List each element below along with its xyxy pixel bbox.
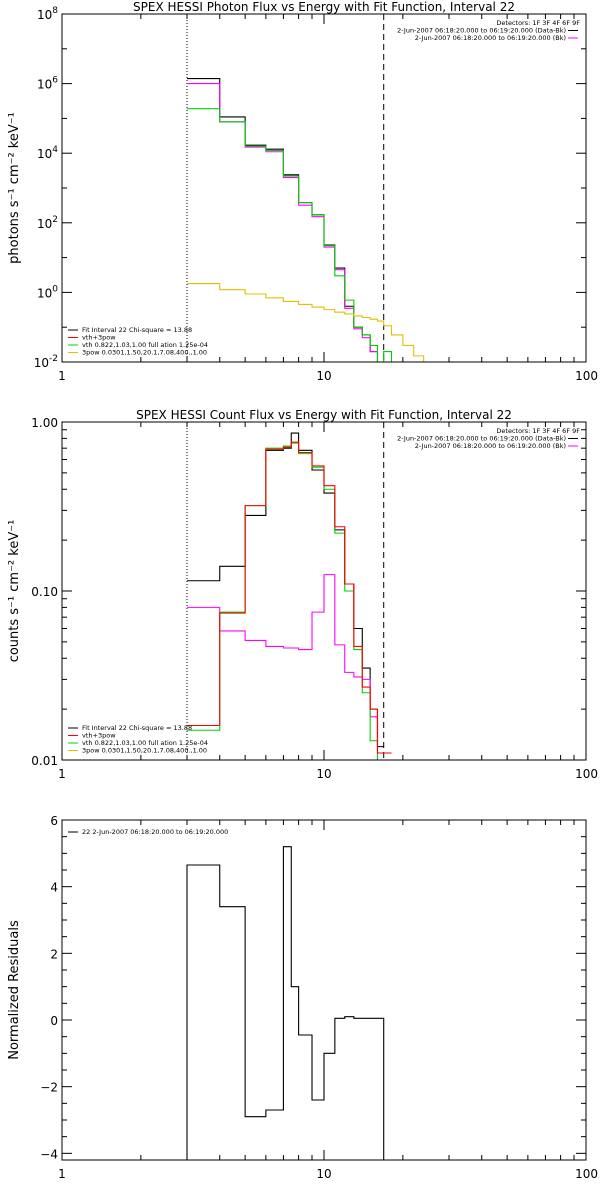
left-legend-line: 3pow 0.0301,1.50,20.1,7.08,400.,1.00 [82, 747, 207, 755]
panel-3: Normalized Residuals 1 10 100 −4 −2 0 2 4 6 22 2-J… [7, 814, 598, 1181]
y-tick-label: 4 [50, 881, 58, 895]
y-tick-label: 106 [37, 76, 58, 92]
left-legend-line: Fit Interval 22 Chi-square = 13.88 [82, 724, 192, 732]
y-tick-label: 6 [50, 814, 58, 828]
series-1-line [186, 846, 385, 1160]
y-tick-label: 10-2 [34, 354, 58, 370]
x-tick-label: 10 [316, 767, 331, 781]
panel-1: SPEX HESSI Photon Flux vs Energy with Fi… [7, 0, 598, 383]
y-tick-label: 0.01 [31, 754, 58, 768]
left-legend-line: vth 0.822,1.03,1.00 full ation 1.25e-04 [82, 739, 208, 747]
left-legend-line: vth+3pow [82, 732, 116, 740]
left-legend-line: 3pow 0.0301,1.50,20.1,7.08,400.,1.00 [82, 349, 207, 357]
right-legend-line: 2-Jun-2007 06:18:20.000 to 06:19:20.000 … [397, 27, 566, 35]
series-group [186, 846, 385, 1160]
series-group [187, 77, 425, 362]
y-axis-label: Normalized Residuals [7, 920, 22, 1060]
y-tick-label: 0.10 [31, 585, 58, 599]
y-axis-label: counts s⁻¹ cm⁻² keV⁻¹ [7, 520, 22, 663]
left-legend-line: vth 0.822,1.03,1.00 full ation 1.25e-04 [82, 341, 208, 349]
series-group [187, 432, 392, 760]
right-legend-line: 2-Jun-2007 06:18:20.000 to 06:19:20.000 … [415, 442, 566, 450]
chart-title: SPEX HESSI Count Flux vs Energy with Fit… [136, 408, 512, 422]
x-tick-label: 1 [58, 1167, 66, 1181]
x-tick-label: 10 [316, 369, 331, 383]
y-axis-label: photons s⁻¹ cm⁻² keV⁻¹ [7, 112, 22, 264]
left-legend-line: 22 2-Jun-2007 06:18:20.000 to 06:19:20.0… [82, 828, 228, 836]
left-legend-line: Fit Interval 22 Chi-square = 13.88 [82, 326, 192, 334]
series-2-line [187, 83, 379, 362]
x-tick-label: 1 [58, 767, 66, 781]
right-legend-line: 2-Jun-2007 06:18:20.000 to 06:19:20.000 … [397, 435, 566, 443]
series-4-line [187, 441, 392, 754]
series-3-line [187, 108, 393, 362]
x-tick-label: 1 [58, 369, 66, 383]
series-1-line [187, 432, 384, 748]
y-tick-label: 1.00 [31, 416, 58, 430]
y-tick-label: 0 [50, 1014, 58, 1028]
y-tick-label: 102 [37, 215, 58, 231]
y-tick-label: 100 [37, 284, 58, 300]
plot-frame [61, 421, 587, 761]
plot-frame [61, 819, 587, 1161]
y-tick-label: 104 [37, 145, 58, 161]
right-legend-line: Detectors: 1F 3F 4F 6F 9F [496, 19, 580, 27]
right-legend-line: 2-Jun-2007 06:18:20.000 to 06:19:20.000 … [415, 34, 566, 42]
right-legend-line: Detectors: 1F 3F 4F 6F 9F [496, 427, 580, 435]
y-tick-label: −4 [40, 1147, 58, 1161]
panel-2: SPEX HESSI Count Flux vs Energy with Fit… [7, 408, 598, 781]
x-tick-label: 10 [316, 1167, 331, 1181]
plot-frame [61, 13, 587, 363]
chart-title: SPEX HESSI Photon Flux vs Energy with Fi… [133, 0, 515, 14]
y-tick-label: −2 [40, 1081, 58, 1095]
y-tick-label: 2 [50, 947, 58, 961]
x-tick-label: 100 [575, 1167, 598, 1181]
series-2-line [187, 574, 384, 760]
y-tick-label: 108 [37, 6, 58, 22]
left-legend-line: vth+3pow [82, 334, 116, 342]
x-tick-label: 100 [575, 767, 598, 781]
x-tick-label: 100 [575, 369, 598, 383]
series-4-line [187, 282, 425, 362]
